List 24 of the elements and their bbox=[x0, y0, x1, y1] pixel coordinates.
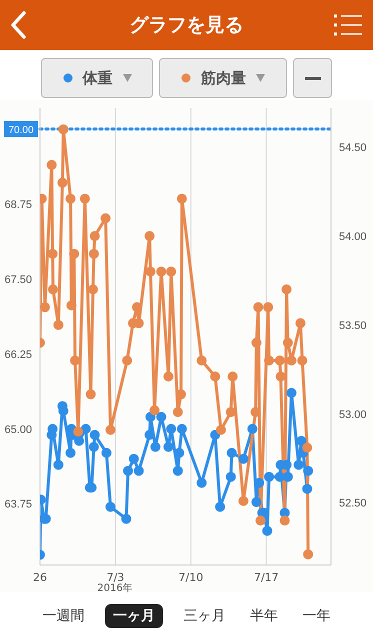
y2-tick-label: 52.50 bbox=[339, 498, 367, 510]
y-tick-label: 66.25 bbox=[4, 348, 32, 361]
text: 一週間 bbox=[41, 607, 86, 626]
y2-tick-label: 53.00 bbox=[339, 408, 367, 421]
text: 三ヶ月 bbox=[182, 607, 226, 626]
text: 一年 bbox=[302, 607, 332, 626]
text: 2016年 bbox=[96, 582, 134, 595]
x-tick-label: 26 bbox=[33, 570, 47, 584]
x-tick-label: 7/3 bbox=[106, 570, 124, 584]
y2-tick-label: 54.50 bbox=[339, 142, 367, 154]
y2-tick-label: 53.50 bbox=[339, 320, 367, 332]
y-tick-label: 67.50 bbox=[4, 274, 32, 286]
legend-label: 体重 bbox=[82, 68, 112, 88]
ref-line-label: 70.00 bbox=[8, 124, 34, 136]
y-tick-label: 63.75 bbox=[4, 498, 32, 511]
text: 半年 bbox=[249, 607, 280, 626]
y-tick-label: 68.75 bbox=[4, 198, 32, 211]
x-tick-label: 7/17 bbox=[254, 570, 279, 584]
y2-tick-label: 54.00 bbox=[339, 230, 367, 243]
chart-title: グラフを見る bbox=[128, 13, 244, 38]
y-tick-label: 65.00 bbox=[4, 424, 32, 436]
text: 一ヶ月 bbox=[104, 604, 163, 628]
x-tick-label: 7/10 bbox=[178, 570, 204, 584]
legend-label: 筋肉量 bbox=[201, 68, 246, 88]
